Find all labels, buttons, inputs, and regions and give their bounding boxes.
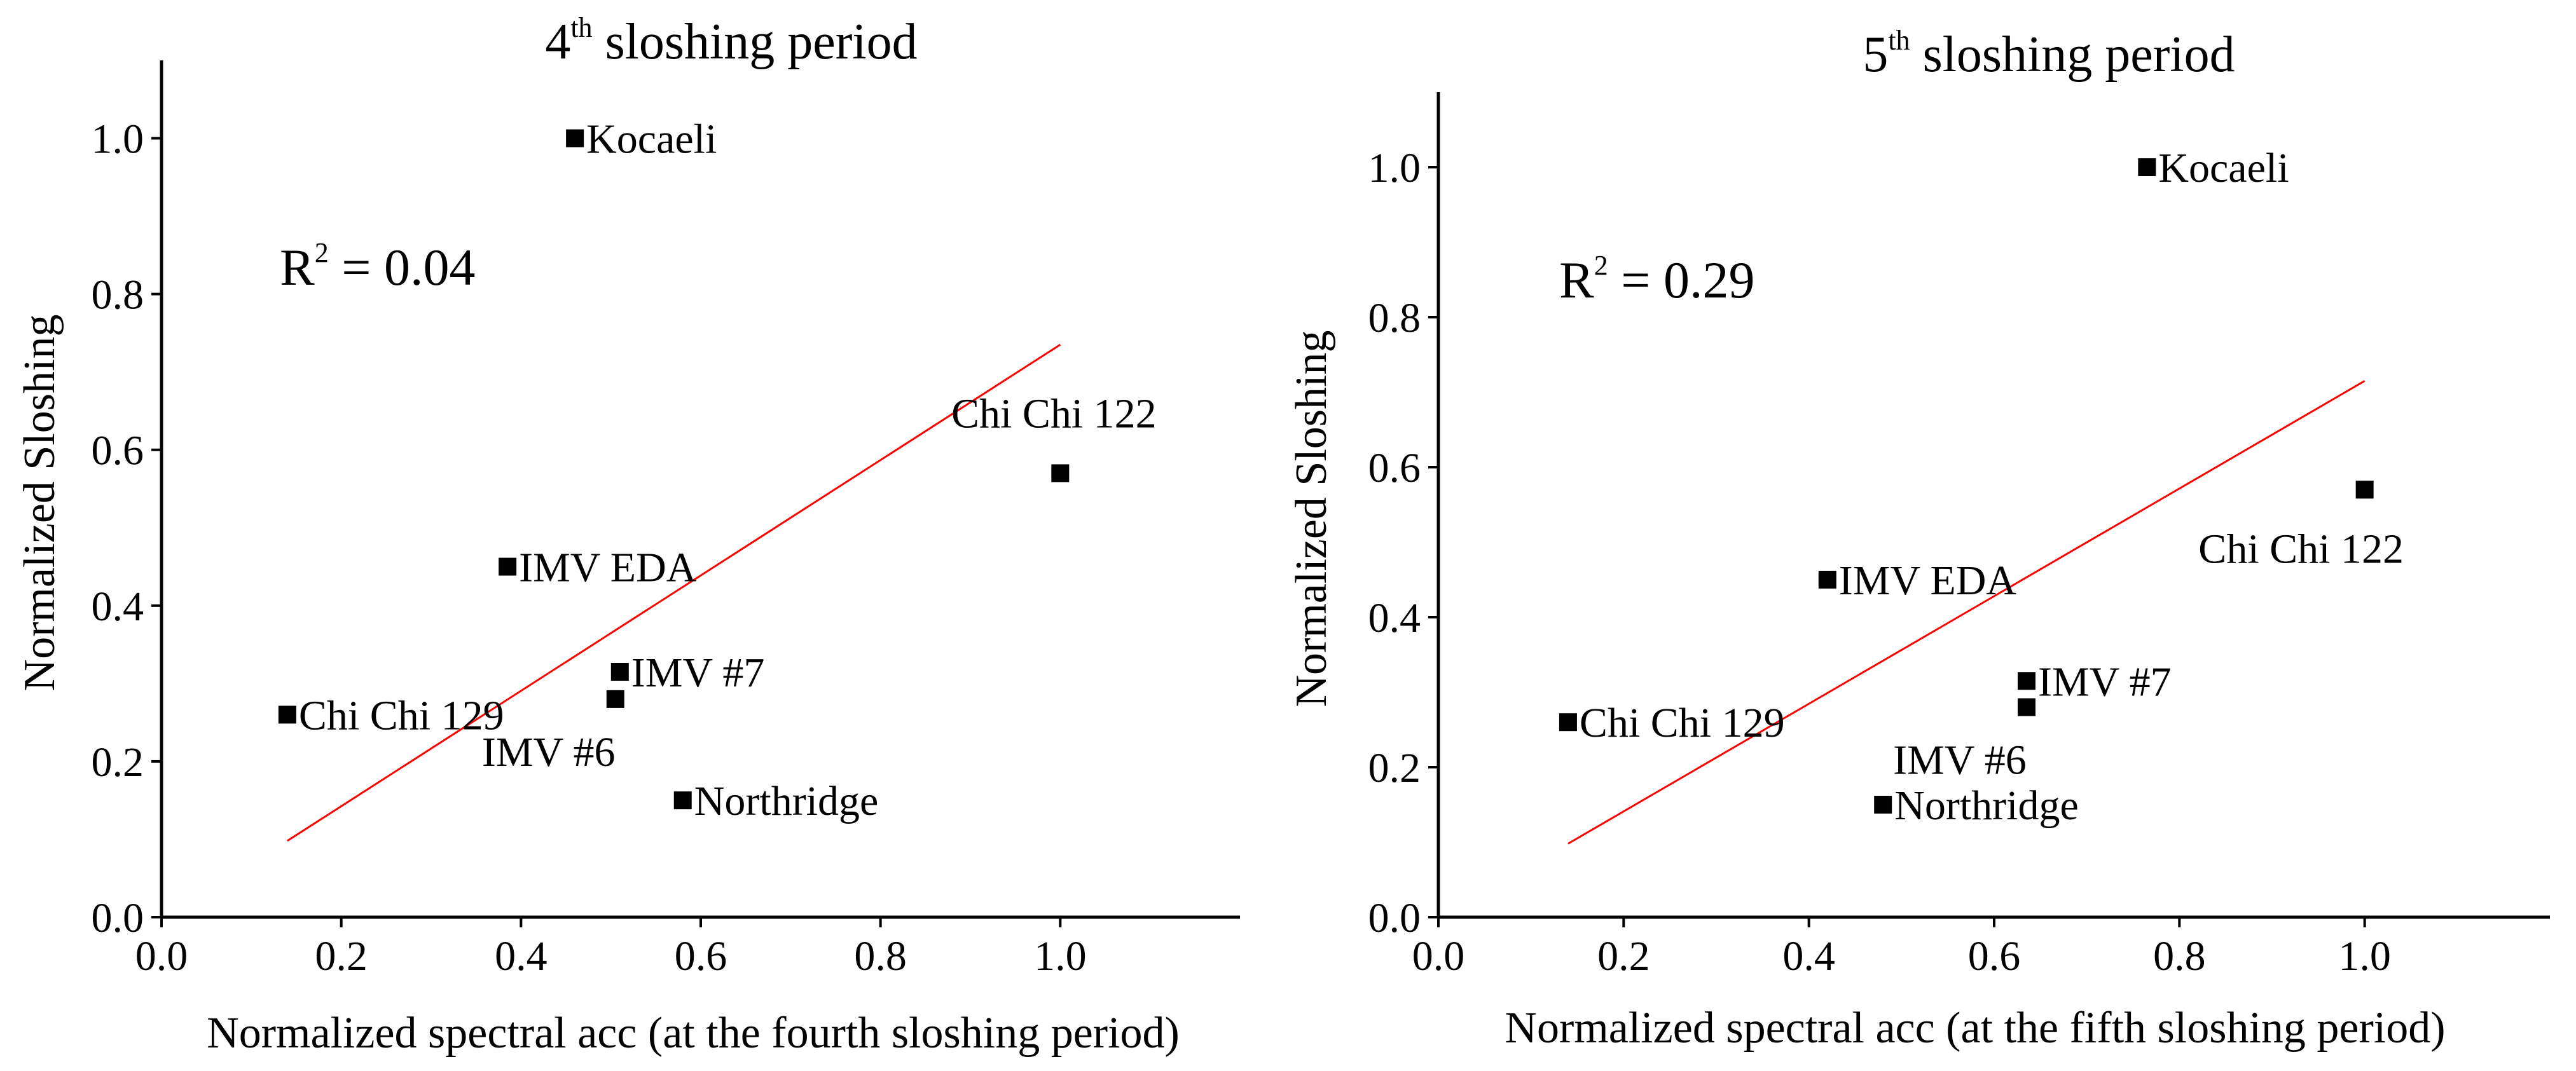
trendline xyxy=(1567,380,2366,845)
r-squared-annotation: R2 = 0.04 xyxy=(280,237,475,296)
data-label-chi-chi-122: Chi Chi 122 xyxy=(951,390,1157,437)
y-tick-label: 0.8 xyxy=(1368,295,1421,341)
panel-fourth-period: 0.0 0.2 0.4 0.6 0.8 1.0 0.0 0.2 0.4 0.6 0.8 1.0 4th … xyxy=(15,12,1240,1058)
data-label-chi-chi-129: Chi Chi 129 xyxy=(1580,700,1785,746)
x-tick-label: 1.0 xyxy=(1034,933,1087,979)
x-tick-label: 0.0 xyxy=(1412,933,1465,979)
data-point-chi-chi-122 xyxy=(2355,481,2374,499)
x-tick-label: 0.4 xyxy=(495,933,548,979)
x-tick-label: 0.0 xyxy=(135,933,188,979)
x-tick-label: 0.2 xyxy=(1597,933,1650,979)
data-label-chi-chi-122: Chi Chi 122 xyxy=(2198,526,2404,572)
data-label-northridge: Northridge xyxy=(694,778,879,824)
y-axis-label: Normalized Sloshing xyxy=(15,315,64,692)
data-point-imv-eda xyxy=(499,557,517,576)
x-tick-label: 0.6 xyxy=(675,933,727,979)
y-tick-label: 0.8 xyxy=(92,272,144,318)
data-point-chi-chi-129 xyxy=(278,706,296,724)
data-point-imv-7 xyxy=(610,662,629,681)
y-tick-label: 0.2 xyxy=(1368,745,1421,791)
x-axis-label: Normalized spectral acc (at the fourth s… xyxy=(207,1009,1180,1058)
data-label-imv-7: IMV #7 xyxy=(631,650,765,696)
chart-title: 5th sloshing period xyxy=(1863,25,2235,83)
data-label-imv-eda: IMV EDA xyxy=(1839,557,2017,604)
data-label-chi-chi-129: Chi Chi 129 xyxy=(299,692,504,739)
data-point-imv-6 xyxy=(606,690,624,708)
y-tick-label: 1.0 xyxy=(1368,145,1421,191)
data-point-chi-chi-122 xyxy=(1051,464,1070,482)
x-tick-label: 0.4 xyxy=(1782,933,1835,979)
y-tick-label: 0.6 xyxy=(1368,445,1421,491)
y-tick-label: 0.6 xyxy=(92,428,144,474)
data-label-kocaeli: Kocaeli xyxy=(2158,145,2289,191)
data-label-northridge: Northridge xyxy=(1894,782,2079,829)
x-tick-label: 0.6 xyxy=(1968,933,2021,979)
data-point-chi-chi-129 xyxy=(1559,713,1577,732)
x-tick-label: 0.2 xyxy=(315,933,368,979)
data-point-imv-6 xyxy=(2017,698,2035,716)
data-label-imv-7: IMV #7 xyxy=(2038,658,2172,705)
y-tick-label: 0.0 xyxy=(92,895,144,941)
panel-fifth-period: 0.0 0.2 0.4 0.6 0.8 1.0 0.0 0.2 0.4 0.6 0.8 1.0 5th … xyxy=(1287,25,2550,1053)
data-label-imv-eda: IMV EDA xyxy=(519,545,697,591)
data-point-imv-eda xyxy=(1818,571,1836,589)
x-tick-label: 1.0 xyxy=(2338,933,2391,979)
y-tick-label: 0.0 xyxy=(1368,895,1421,941)
r-squared-annotation: R2 = 0.29 xyxy=(1559,250,1754,309)
x-tick-label: 0.8 xyxy=(2153,933,2206,979)
data-label-imv-6: IMV #6 xyxy=(482,729,616,775)
data-label-imv-6: IMV #6 xyxy=(1893,737,2027,784)
y-tick-label: 0.2 xyxy=(92,739,144,786)
data-point-northridge xyxy=(1874,796,1892,814)
x-axis-label: Normalized spectral acc (at the fifth sl… xyxy=(1505,1004,2445,1053)
data-label-kocaeli: Kocaeli xyxy=(586,116,717,163)
data-point-kocaeli xyxy=(2138,158,2156,176)
y-tick-label: 0.4 xyxy=(92,583,144,630)
y-tick-label: 1.0 xyxy=(92,116,144,163)
trendline xyxy=(287,344,1061,842)
data-point-kocaeli xyxy=(566,129,584,147)
data-point-imv-7 xyxy=(2017,672,2035,690)
y-tick-label: 0.4 xyxy=(1368,595,1421,641)
y-axis-label: Normalized Sloshing xyxy=(1287,331,1336,707)
x-tick-label: 0.8 xyxy=(854,933,907,979)
data-point-northridge xyxy=(673,791,692,810)
chart-title: 4th sloshing period xyxy=(545,12,917,70)
